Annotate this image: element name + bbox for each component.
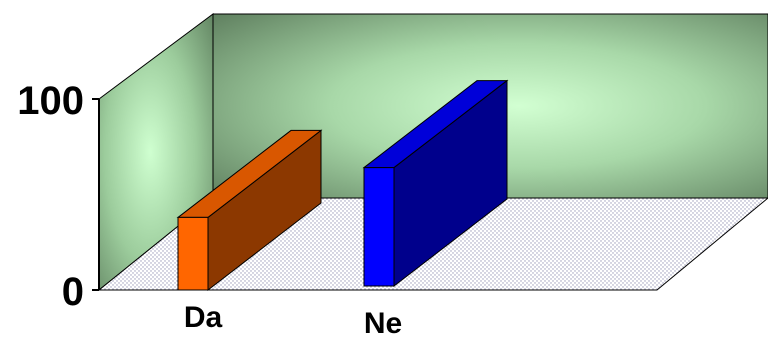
- bar-da-front: [177, 216, 209, 291]
- bar-ne-front: [363, 167, 395, 287]
- category-label-ne: Ne: [364, 307, 402, 338]
- bars: [176, 79, 509, 292]
- category-label-da: Da: [184, 301, 223, 334]
- y-tick-label-max: 100: [17, 79, 84, 123]
- y-tick-label-zero: 0: [62, 270, 84, 314]
